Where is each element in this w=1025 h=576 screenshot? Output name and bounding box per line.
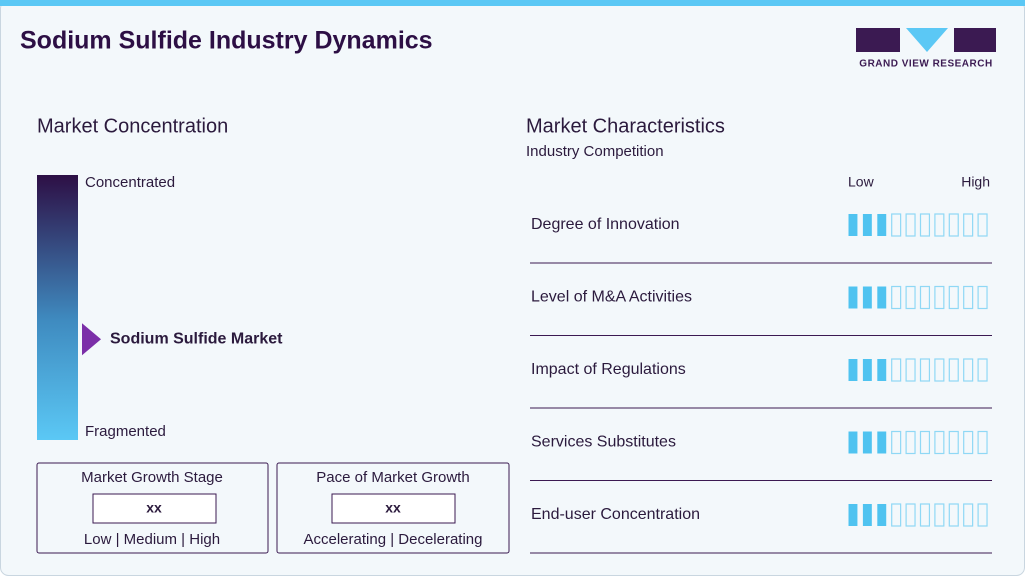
level-empty <box>934 213 945 237</box>
level-filled <box>877 214 887 236</box>
section-subtitle: Industry Competition <box>526 143 664 160</box>
level-empty <box>934 503 945 527</box>
level-empty <box>977 358 988 382</box>
level-filled <box>862 359 872 381</box>
level-empty <box>963 358 974 382</box>
pace-value: xx <box>385 500 401 516</box>
level-empty <box>905 503 916 527</box>
level-empty <box>905 285 916 310</box>
level-empty <box>963 285 974 310</box>
market-marker: Sodium Sulfide Market <box>82 323 283 356</box>
title: Sodium Sulfide Industry Dynamics <box>20 27 433 55</box>
level-empty <box>919 358 931 382</box>
level-empty <box>948 430 959 455</box>
level-filled <box>848 214 858 236</box>
stage-value-box <box>92 493 217 524</box>
logo-block <box>856 28 900 52</box>
level-filled <box>862 504 872 526</box>
level-empty <box>919 503 931 527</box>
level-empty <box>891 430 902 455</box>
level-empty <box>977 430 988 455</box>
level-empty <box>948 358 959 382</box>
level-empty <box>919 285 931 310</box>
concentration-bar <box>37 175 78 440</box>
level-empty <box>948 503 959 527</box>
concentration-bottom: Fragmented <box>85 423 166 440</box>
level-filled <box>848 286 858 309</box>
top-bar <box>0 0 1025 6</box>
marker-arrow <box>82 323 101 356</box>
level-empty <box>934 430 945 455</box>
level-filled <box>877 286 887 309</box>
level-empty <box>977 503 988 527</box>
level-filled <box>877 359 887 381</box>
stage-value: xx <box>146 500 162 516</box>
level-empty <box>977 213 988 237</box>
level-filled <box>862 214 872 236</box>
high-label: High <box>961 174 990 190</box>
marker-label: Sodium Sulfide Market <box>110 331 283 348</box>
level-empty <box>977 285 988 310</box>
level-empty <box>891 213 902 237</box>
level-empty <box>934 285 945 310</box>
row-label: Impact of Regulations <box>531 361 686 378</box>
pace-scale: Accelerating | Decelerating <box>304 531 483 548</box>
stage-scale: Low | Medium | High <box>84 531 220 548</box>
level-empty <box>963 213 974 237</box>
level-filled <box>877 504 887 526</box>
pace-title: Pace of Market Growth <box>316 469 469 486</box>
level-empty <box>948 285 959 310</box>
level-empty <box>891 358 902 382</box>
level-empty <box>963 430 974 455</box>
level-empty <box>963 503 974 527</box>
rows: Degree of Innovation Level of M&A Activit… <box>530 213 992 554</box>
level-empty <box>919 213 931 237</box>
row-label: Level of M&A Activities <box>531 289 692 306</box>
level-empty <box>919 430 931 455</box>
level-empty <box>934 358 945 382</box>
pace-value-box <box>331 493 456 524</box>
level-empty <box>905 358 916 382</box>
logo-v <box>906 28 948 52</box>
level-filled <box>848 359 858 381</box>
concentration-top: Concentrated <box>85 174 175 191</box>
logo-text: GRAND VIEW RESEARCH <box>859 59 992 70</box>
row-label: Services Substitutes <box>531 434 676 451</box>
level-empty <box>891 285 902 310</box>
level-empty <box>905 213 916 237</box>
stage-title: Market Growth Stage <box>81 469 223 486</box>
level-filled <box>862 431 872 454</box>
level-filled <box>848 431 858 454</box>
low-label: Low <box>848 174 875 190</box>
level-filled <box>877 431 887 454</box>
level-filled <box>862 286 872 309</box>
level-empty <box>948 213 959 237</box>
level-filled <box>848 504 858 526</box>
level-empty <box>905 430 916 455</box>
logo-block <box>954 28 996 52</box>
logo: GRAND VIEW RESEARCH <box>856 28 996 70</box>
section-title: Market Characteristics <box>526 115 725 137</box>
row-label: Degree of Innovation <box>531 216 680 233</box>
section-title: Market Concentration <box>37 115 228 137</box>
row-label: End-user Concentration <box>531 506 700 523</box>
level-empty <box>891 503 902 527</box>
pace-box <box>276 462 510 554</box>
stage-box <box>36 462 269 554</box>
